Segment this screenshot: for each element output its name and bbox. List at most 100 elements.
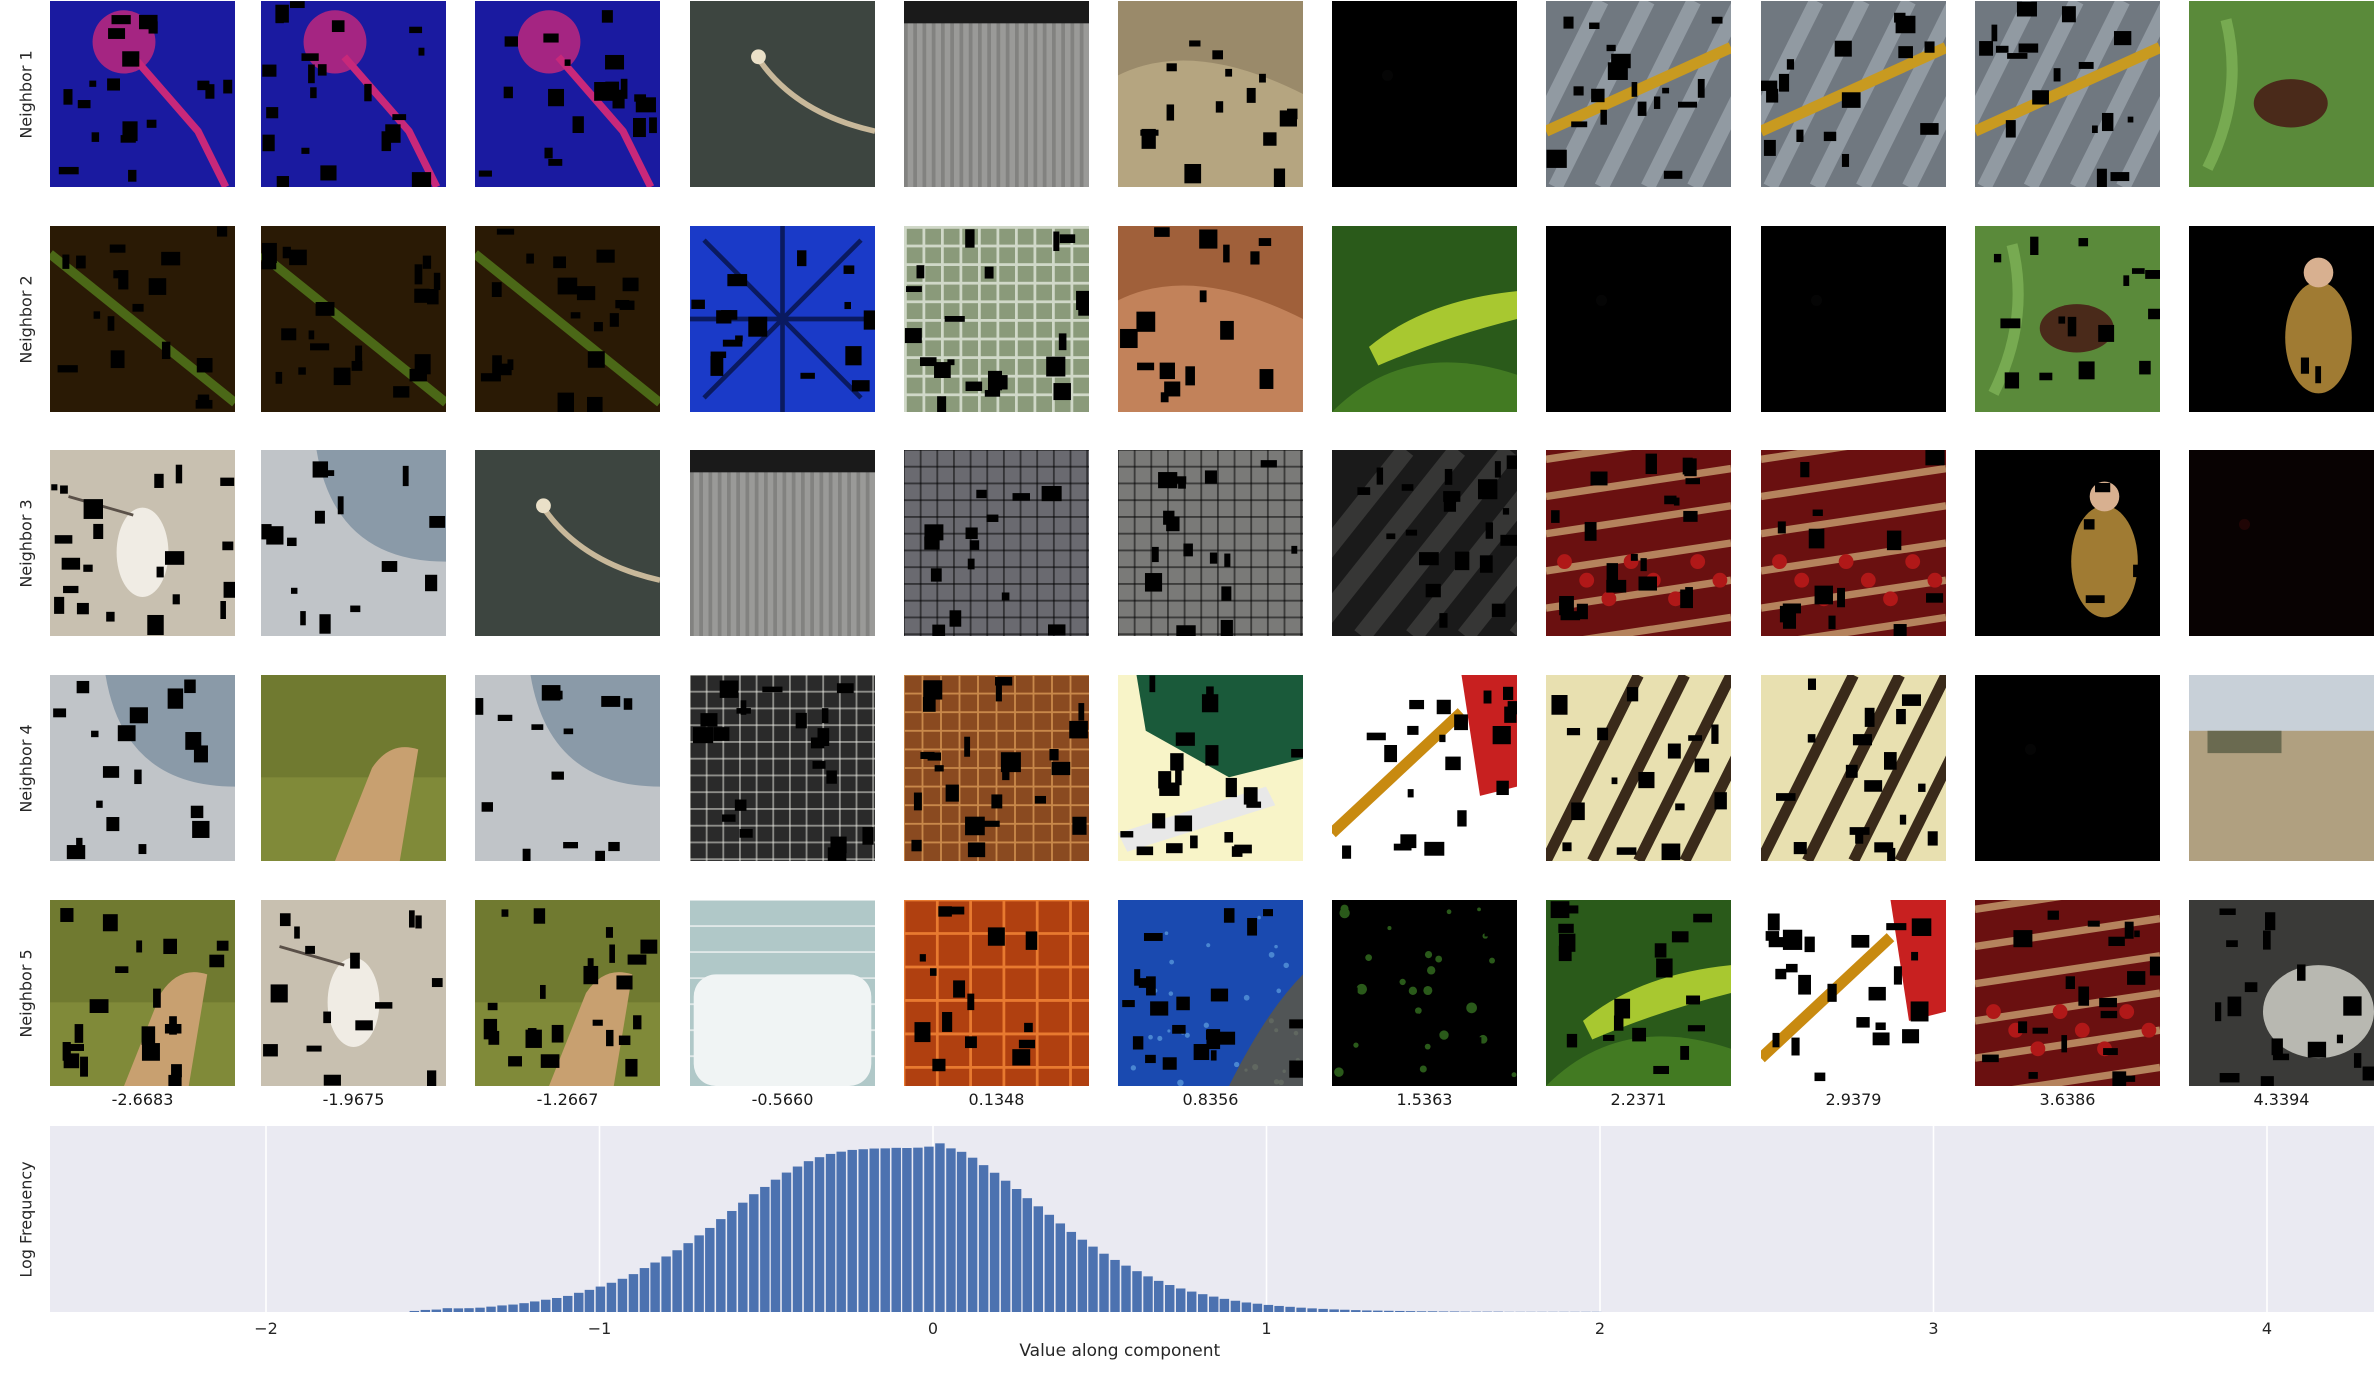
neighbor-thumbnail [1975, 226, 2160, 412]
neighbor-thumbnail [50, 900, 235, 1086]
histogram-bar [694, 1235, 704, 1312]
histogram-bar [1384, 1310, 1394, 1312]
histogram-bar [431, 1309, 442, 1312]
neighbor-thumbnail [904, 675, 1089, 861]
histogram-bar [475, 1307, 485, 1312]
neighbor-thumbnail [475, 226, 660, 412]
histogram-bar [1175, 1288, 1186, 1312]
histogram-bar [672, 1250, 682, 1312]
neighbor-thumbnail [690, 226, 875, 412]
histogram-bar [1143, 1276, 1153, 1312]
neighbor-thumbnail [50, 675, 235, 861]
histogram-bar [1132, 1271, 1142, 1312]
neighbor-thumbnail [1546, 900, 1731, 1086]
column-value-label: -1.2667 [536, 1090, 599, 1109]
row-label: Neighbor 5 [4, 900, 48, 1086]
histogram-bar [1055, 1223, 1066, 1312]
histogram-bar [1209, 1296, 1219, 1312]
histogram-bar [529, 1301, 540, 1312]
histogram-bar [1362, 1310, 1372, 1312]
neighbor-thumbnail [1118, 900, 1303, 1086]
row-label: Neighbor 4 [4, 675, 48, 861]
neighbor-thumbnail [1118, 1, 1303, 187]
neighbor-thumbnail [690, 675, 875, 861]
neighbor-thumbnail [475, 1, 660, 187]
histogram-bar [891, 1147, 901, 1312]
histogram-bar [1405, 1311, 1416, 1312]
histogram-bar [595, 1286, 606, 1312]
neighbor-thumbnail [1546, 226, 1731, 412]
histogram-bar [1296, 1307, 1306, 1312]
histogram-bar [792, 1166, 803, 1312]
neighbor-thumbnail [1546, 1, 1731, 187]
histogram-bar [541, 1299, 551, 1312]
neighbor-thumbnail [904, 900, 1089, 1086]
neighbor-thumbnail [690, 1, 875, 187]
column-value-label: -2.6683 [111, 1090, 174, 1109]
neighbor-thumbnail [690, 900, 875, 1086]
histogram-bar [956, 1151, 967, 1312]
histogram-bar [803, 1161, 814, 1312]
neighbor-thumbnail [1332, 450, 1517, 636]
neighbor-thumbnail [1761, 675, 1946, 861]
histogram-bar [1263, 1304, 1274, 1312]
histogram-bar [1241, 1302, 1252, 1312]
histogram-bar [738, 1202, 748, 1312]
histogram-bar [1033, 1206, 1044, 1312]
histogram-bar [1449, 1311, 1460, 1312]
row-label: Neighbor 2 [4, 226, 48, 412]
histogram-bar [661, 1256, 671, 1312]
histogram-bar [552, 1297, 562, 1312]
histogram-bar [1088, 1246, 1098, 1312]
neighbor-thumbnail [1761, 900, 1946, 1086]
histogram-bar [1438, 1311, 1449, 1312]
row-label-text: Neighbor 1 [16, 49, 36, 139]
neighbor-thumbnail [2189, 1, 2374, 187]
histogram-bar [420, 1309, 431, 1312]
neighbor-thumbnail [1975, 675, 2160, 861]
x-tick-label: 1 [1261, 1319, 1271, 1338]
histogram-bar [1011, 1189, 1022, 1312]
row-label-text: Neighbor 4 [16, 723, 36, 813]
neighbor-thumbnail [1546, 450, 1731, 636]
histogram-bar [617, 1278, 628, 1312]
x-tick-label: 3 [1928, 1319, 1938, 1338]
histogram-bar [760, 1186, 770, 1312]
neighbor-thumbnail [1975, 900, 2160, 1086]
histogram-bar [967, 1157, 978, 1312]
column-value-label: -1.9675 [322, 1090, 385, 1109]
histogram-bar [727, 1210, 737, 1312]
histogram-bar [858, 1149, 868, 1312]
neighbor-thumbnail [2189, 675, 2374, 861]
histogram-bar [606, 1282, 617, 1312]
neighbor-thumbnail [2189, 450, 2374, 636]
histogram-bar [1416, 1311, 1427, 1312]
histogram-bar [497, 1305, 507, 1312]
neighbor-thumbnail [1118, 450, 1303, 636]
histogram-bar [1164, 1285, 1175, 1312]
histogram-bar [913, 1147, 923, 1312]
neighbor-thumbnail [1761, 226, 1946, 412]
histogram-bar [1044, 1214, 1055, 1312]
histogram-bar [628, 1274, 639, 1312]
neighbor-thumbnail [904, 1, 1089, 187]
row-label-text: Neighbor 3 [16, 498, 36, 588]
neighbor-thumbnail [1118, 226, 1303, 412]
column-value-label: 2.9379 [1825, 1090, 1882, 1109]
x-axis-label: Value along component [1019, 1341, 1220, 1361]
column-value-label: 0.8356 [1182, 1090, 1239, 1109]
neighbor-thumbnail [2189, 900, 2374, 1086]
neighbor-grid: Neighbor 1 Neighbor 2 Neighbor 3 Neighbor 4… [4, 1, 2374, 1109]
histogram-bar [683, 1243, 693, 1312]
neighbor-thumbnail [904, 226, 1089, 412]
histogram-bar [978, 1165, 989, 1312]
histogram-bar [1000, 1180, 1011, 1312]
histogram-bar [1395, 1310, 1405, 1312]
neighbor-thumbnail [1332, 1, 1517, 187]
histogram-bar [1077, 1239, 1088, 1312]
histogram-bar [650, 1262, 660, 1312]
histogram-bar [1285, 1306, 1295, 1312]
histogram-bar [442, 1308, 453, 1312]
histogram-bar [1110, 1259, 1120, 1312]
neighbor-thumbnail [1118, 675, 1303, 861]
